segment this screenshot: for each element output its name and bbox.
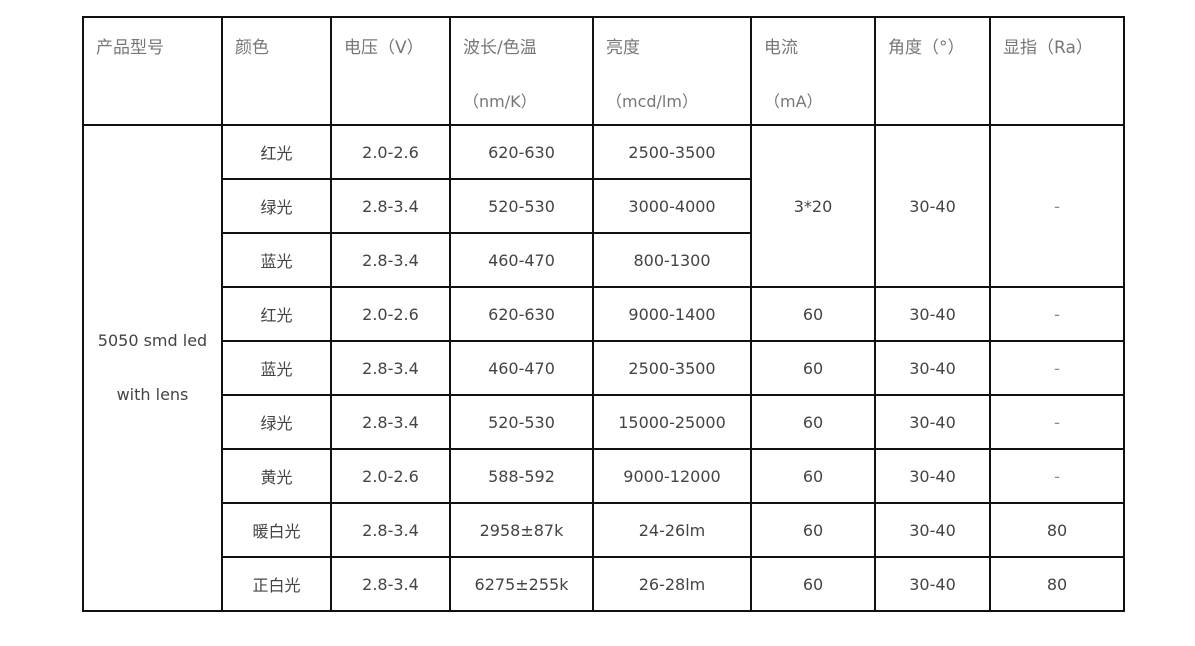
ra-cell: - [989, 394, 1125, 450]
current-cell: 60 [750, 340, 876, 396]
wavelength-cell: 520-530 [449, 178, 594, 234]
header-text: 角度（°） [888, 38, 965, 58]
wavelength-cell: 460-470 [449, 232, 594, 288]
angle-cell: 30-40 [874, 448, 991, 504]
wavelength-cell: 460-470 [449, 340, 594, 396]
table-row: 红光 2.0-2.6 620-630 9000-1400 60 30-40- [83, 286, 1125, 342]
ra-cell: - [989, 340, 1125, 396]
current-cell: 60 [750, 502, 876, 558]
wavelength-cell: 520-530 [449, 394, 594, 450]
voltage-cell: 2.8-3.4 [330, 178, 451, 234]
header-text: 波长/色温 [463, 38, 537, 58]
brightness-cell: 9000-1400 [592, 286, 752, 342]
voltage-cell: 2.8-3.4 [330, 556, 451, 612]
header-text: 电压（V） [344, 38, 424, 58]
header-text: 电流 [764, 38, 798, 58]
ra-cell: 80 [989, 502, 1125, 558]
header-color: 颜色 [221, 16, 332, 126]
header-unit: （mA） [764, 92, 823, 111]
table-row: 5050 smd led with lens 红光 2.0-2.6 620-630 250… [82, 124, 1125, 612]
voltage-cell: 2.8-3.4 [330, 394, 451, 450]
brightness-cell: 2500-3500 [592, 340, 752, 396]
brightness-cell: 800-1300 [592, 232, 752, 288]
color-cell: 绿光 [221, 394, 332, 450]
header-angle: 角度（°） [874, 16, 991, 126]
color-cell: 红光 [221, 286, 332, 342]
brightness-cell: 3000-4000 [592, 178, 752, 234]
model-line-1: 5050 smd led [97, 331, 208, 350]
header-voltage: 电压（V） [330, 16, 451, 126]
current-cell: 60 [750, 448, 876, 504]
color-cell: 绿光 [221, 178, 332, 234]
current-cell: 3*20 [750, 124, 876, 288]
wavelength-cell: 588-592 [449, 448, 594, 504]
wavelength-cell: 6275±255k [449, 556, 594, 612]
color-cell: 正白光 [221, 556, 332, 612]
brightness-cell: 9000-12000 [592, 448, 752, 504]
brightness-cell: 15000-25000 [592, 394, 752, 450]
current-cell: 60 [750, 556, 876, 612]
color-cell: 蓝光 [221, 340, 332, 396]
color-cell: 黄光 [221, 448, 332, 504]
angle-cell: 30-40 [874, 394, 991, 450]
table-row: 蓝光 2.8-3.4 460-470 800-1300 [83, 232, 1124, 288]
header-unit: （mcd/lm） [606, 92, 698, 111]
voltage-cell: 2.8-3.4 [330, 232, 451, 288]
model-line-2: with lens [116, 385, 189, 404]
ra-cell: 80 [989, 556, 1125, 612]
color-cell: 蓝光 [221, 232, 332, 288]
table-row: 绿光 2.8-3.4 520-530 15000-25000 60 30-40- [83, 394, 1125, 450]
voltage-cell: 2.0-2.6 [330, 448, 451, 504]
header-ra: 显指（Ra） [989, 16, 1125, 126]
wavelength-cell: 2958±87k [449, 502, 594, 558]
voltage-cell: 2.0-2.6 [330, 286, 451, 342]
table-row: 蓝光 2.8-3.4 460-470 2500-3500 60 30-40- [83, 340, 1125, 396]
brightness-cell: 26-28lm [592, 556, 752, 612]
header-row: 产品型号 颜色 电压（V） 波长/色温 （nm/K） 亮度 （mcd/lm） 电流 （… [82, 16, 1125, 126]
angle-cell: 30-40 [874, 502, 991, 558]
wavelength-cell: 620-630 [449, 286, 594, 342]
angle-cell: 30-40 [874, 340, 991, 396]
voltage-cell: 2.8-3.4 [330, 502, 451, 558]
angle-cell: 30-40 [874, 286, 991, 342]
ra-cell: - [989, 124, 1125, 288]
brightness-cell: 2500-3500 [592, 124, 752, 180]
ra-cell: - [989, 286, 1125, 342]
header-brightness: 亮度 （mcd/lm） [592, 16, 752, 126]
header-text: 颜色 [235, 38, 269, 58]
brightness-cell: 24-26lm [592, 502, 752, 558]
led-spec-table: 产品型号 颜色 电压（V） 波长/色温 （nm/K） 亮度 （mcd/lm） 电流 （… [82, 16, 1125, 612]
model-cell: 5050 smd led with lens [82, 124, 223, 612]
table-row: 黄光 2.0-2.6 588-592 9000-12000 60 30-40- [83, 448, 1125, 504]
ra-cell: - [989, 448, 1125, 504]
wavelength-cell: 620-630 [449, 124, 594, 180]
header-text: 亮度 [606, 38, 640, 58]
color-cell: 红光 [221, 124, 332, 180]
angle-cell: 30-40 [874, 556, 991, 612]
header-unit: （nm/K） [463, 92, 537, 111]
header-model: 产品型号 [82, 16, 223, 126]
header-text: 显指（Ra） [1003, 38, 1093, 58]
table-row: 正白光 2.8-3.4 6275±255k 26-28lm 60 30-40 80 [83, 556, 1125, 612]
header-current: 电流 （mA） [750, 16, 876, 126]
header-text: 产品型号 [96, 38, 164, 58]
current-cell: 60 [750, 394, 876, 450]
voltage-cell: 2.8-3.4 [330, 340, 451, 396]
angle-cell: 30-40 [874, 124, 991, 288]
current-cell: 60 [750, 286, 876, 342]
table-row: 绿光 2.8-3.4 520-530 3000-4000 [83, 178, 1124, 234]
voltage-cell: 2.0-2.6 [330, 124, 451, 180]
header-wavelength: 波长/色温 （nm/K） [449, 16, 594, 126]
color-cell: 暖白光 [221, 502, 332, 558]
table-row: 暖白光 2.8-3.4 2958±87k 24-26lm 60 30-40 80 [83, 502, 1125, 558]
